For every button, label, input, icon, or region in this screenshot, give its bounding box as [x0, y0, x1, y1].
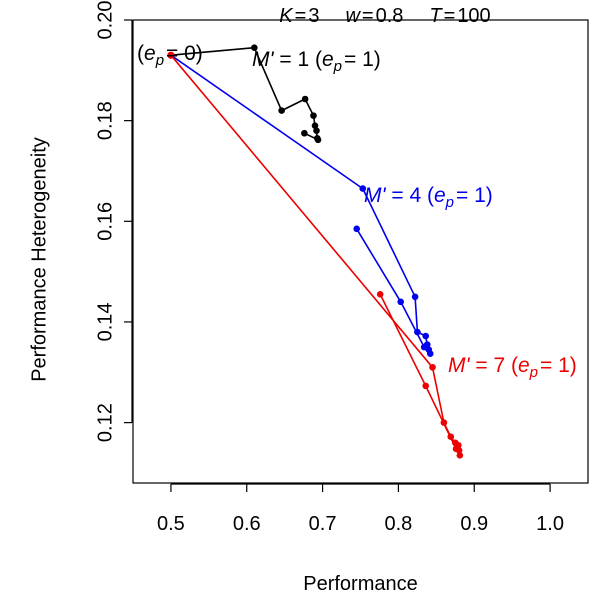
data-point	[440, 419, 448, 426]
data-point	[397, 298, 404, 306]
data-point	[422, 332, 430, 340]
x-tick-label: 0.5	[157, 513, 185, 535]
series-annotation-1: M' = 1 (ep= 1)	[252, 48, 381, 75]
x-tick-label: 0.7	[309, 513, 337, 535]
title-operator: =	[362, 5, 374, 27]
y-tick-label: 0.20	[94, 1, 116, 40]
series-3	[170, 54, 464, 459]
data-point	[420, 343, 428, 351]
data-point	[452, 445, 460, 453]
title-operator: =	[444, 5, 456, 27]
title-operator: =	[295, 5, 307, 27]
data-point	[376, 290, 384, 298]
y-axis-label: Performance Heterogeneity	[28, 137, 50, 382]
annotation-layer: (ep= 0) M' = 1 (ep= 1) M' = 4 (ep= 1) M' = …	[137, 42, 577, 381]
start-annotation: (ep= 0)	[137, 42, 203, 69]
y-tick-label: 0.16	[94, 202, 116, 241]
data-point	[313, 127, 320, 135]
y-tick-label: 0.14	[94, 302, 116, 341]
x-tick-label: 1.0	[536, 513, 564, 535]
x-tick-label: 0.8	[385, 513, 413, 535]
data-point	[422, 382, 430, 390]
x-axis-label: Performance	[303, 573, 418, 595]
series-layer	[167, 44, 464, 459]
data-point	[411, 293, 419, 301]
title-variable: w	[345, 5, 361, 27]
series-annotation-2: M' = 4 (ep= 1)	[364, 184, 493, 211]
data-point	[359, 185, 367, 192]
y-tick-label: 0.18	[94, 101, 116, 140]
series-annotation-3: M' = 7 (ep= 1)	[448, 354, 577, 381]
data-point	[456, 452, 464, 459]
start-point	[167, 51, 175, 59]
plot-frame	[132, 19, 589, 484]
x-axis: 0.5 0.6 0.7 0.8 0.9 1.0	[157, 483, 564, 535]
data-point	[429, 363, 436, 371]
title-value: 3	[308, 5, 319, 27]
data-point	[301, 95, 309, 103]
y-axis: 0.12 0.14 0.16 0.18 0.20	[94, 1, 133, 442]
data-point	[447, 433, 455, 441]
data-point	[353, 225, 361, 233]
data-point	[426, 350, 434, 357]
data-point	[314, 136, 322, 144]
x-tick-label: 0.6	[233, 513, 261, 535]
series-2	[170, 54, 434, 357]
title-value: 0.8	[376, 5, 404, 27]
data-point	[301, 129, 308, 137]
title-value: 100	[457, 5, 490, 27]
series-1	[170, 44, 322, 144]
x-tick-label: 0.9	[460, 513, 488, 535]
title-variable: K	[279, 5, 294, 27]
data-point	[414, 328, 421, 336]
chart-title: K = 3 w = 0.8 T = 100	[279, 5, 490, 27]
data-point	[310, 112, 317, 119]
y-tick-label: 0.12	[94, 403, 116, 442]
title-variable: T	[429, 5, 443, 27]
data-point	[311, 122, 319, 129]
chart-title-text: K = 3 w = 0.8 T = 100	[279, 5, 490, 27]
data-point	[278, 107, 285, 114]
data-point	[251, 44, 258, 51]
